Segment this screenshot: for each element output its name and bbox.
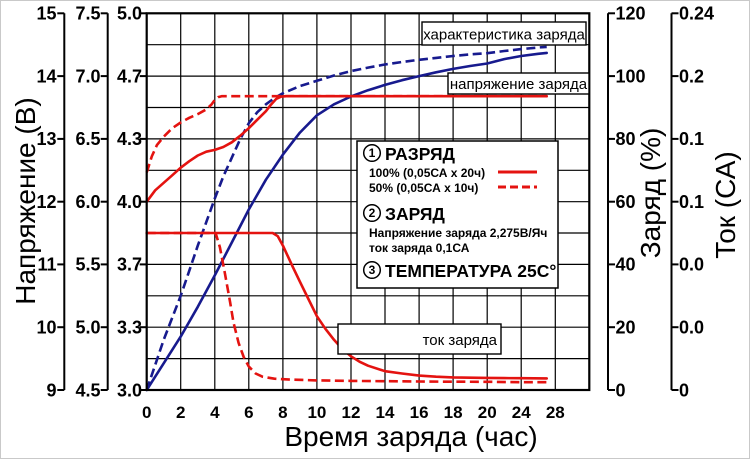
tick-label: 0.24 <box>679 4 714 24</box>
x-tick-label: 18 <box>444 403 463 422</box>
y-axis-left-1: 15 14 13 12 11 10 9 <box>36 4 66 400</box>
tick-label: 40 <box>616 255 636 275</box>
tick-label: 5.0 <box>75 318 100 338</box>
series-voltage-50 <box>145 94 547 173</box>
x-tick-label: 0 <box>142 403 151 422</box>
y-axis-right-2: 0.24 0.2 0.1 0.1 0.0 0.0 0 <box>670 4 714 400</box>
tick-label: 0.0 <box>679 255 704 275</box>
x-axis-tick-labels: 0 2 4 6 8 10 12 14 16 18 20 24 28 <box>142 403 565 422</box>
tick-label: 10 <box>36 318 56 338</box>
x-axis-title: Время заряда (час) <box>284 421 537 452</box>
series-voltage-100 <box>145 94 549 203</box>
circled-number-text-2: 2 <box>369 206 376 220</box>
tick-label: 6.0 <box>75 192 100 212</box>
x-tick-label: 14 <box>376 403 395 422</box>
circled-number-icon-1 <box>362 143 382 163</box>
tick-label: 9 <box>46 380 56 400</box>
circled-number-icon-3 <box>362 260 382 280</box>
x-tick-label: 20 <box>478 403 497 422</box>
legend-line-charge-current: ток заряда 0,1СА <box>369 241 470 255</box>
x-tick-label: 2 <box>176 403 185 422</box>
legend-box <box>356 140 559 289</box>
tick-label: 5.0 <box>117 4 142 24</box>
y-axis-title-voltage: Напряжение (В) <box>10 97 41 304</box>
circled-number-text-3: 3 <box>369 263 376 277</box>
y-axis-title-current: Ток (СА) <box>710 151 741 258</box>
annotation-charge-curve-label: характеристика заряда <box>421 21 587 46</box>
tick-label: 4.5 <box>75 380 100 400</box>
annotation-box-charge-current-label <box>337 323 502 355</box>
y-axis-title-charge: Заряд (%) <box>635 128 666 259</box>
x-tick-label: 12 <box>342 403 361 422</box>
legend-title-temperature: ТЕМПЕРАТУРА 25С° <box>385 261 556 281</box>
tick-label: 0 <box>679 380 689 400</box>
legend-title-charge: ЗАРЯД <box>385 204 445 224</box>
circled-number-text-1: 1 <box>369 146 376 160</box>
tick-label: 0 <box>616 380 626 400</box>
tick-label: 3.0 <box>117 380 142 400</box>
legend-line-100: 100% (0,05СА x 20ч) <box>369 166 485 180</box>
x-tick-label: 28 <box>546 403 565 422</box>
legend-line-50: 50% (0,05СА x 10ч) <box>369 181 478 195</box>
tick-label: 12 <box>36 192 56 212</box>
legend-line-charge-voltage: Напряжение заряда 2,275В/Яч <box>369 226 547 240</box>
tick-label: 7.0 <box>75 66 100 86</box>
x-tick-label: 16 <box>410 403 429 422</box>
tick-label: 4.0 <box>117 192 142 212</box>
annotation-text-charge-voltage-label: напряжение заряда <box>450 76 588 93</box>
circled-number-icon-2 <box>362 203 382 223</box>
tick-label: 7.5 <box>75 4 100 24</box>
annotation-text-charge-current-label: ток заряда <box>423 332 498 349</box>
tick-label: 4.7 <box>117 66 142 86</box>
tick-label: 4.3 <box>117 129 142 149</box>
tick-label: 15 <box>36 4 56 24</box>
tick-label: 13 <box>36 129 56 149</box>
tick-label: 100 <box>616 66 646 86</box>
tick-label: 3.3 <box>117 318 142 338</box>
annotation-box-charge-voltage-label <box>447 72 590 95</box>
x-tick-label: 24 <box>512 403 531 422</box>
tick-label: 20 <box>616 318 636 338</box>
annotation-box-charge-curve-label <box>421 21 587 46</box>
annotation-text-charge-curve-label: характеристика заряда <box>423 27 585 44</box>
series-charge-50 <box>145 45 547 391</box>
tick-label: 120 <box>616 4 646 24</box>
tick-label: 80 <box>616 129 636 149</box>
legend-title-discharge: РАЗРЯД <box>385 144 456 164</box>
tick-label: 11 <box>37 255 56 275</box>
annotation-charge-current-label: ток заряда <box>337 323 502 355</box>
y-axis-left-2: 7.5 7.0 6.5 6.0 5.5 5.0 4.5 <box>75 4 109 400</box>
y-axis-left-3: 5.0 4.7 4.3 4.0 3.7 3.3 3.0 <box>117 4 147 400</box>
tick-label: 0.1 <box>679 192 704 212</box>
x-tick-label: 8 <box>278 403 287 422</box>
tick-label: 60 <box>616 192 636 212</box>
tick-label: 6.5 <box>75 129 100 149</box>
tick-label: 0.0 <box>679 318 704 338</box>
x-tick-label: 6 <box>244 403 253 422</box>
x-tick-label: 4 <box>210 403 220 422</box>
x-tick-label: 10 <box>307 403 326 422</box>
tick-label: 0.2 <box>679 66 704 86</box>
y-axis-right-1: 120 100 80 60 40 20 0 <box>607 4 646 400</box>
tick-label: 3.7 <box>117 255 142 275</box>
legend: 1 РАЗРЯД 100% (0,05СА x 20ч)50% (0,05СА x … <box>356 140 559 289</box>
tick-label: 5.5 <box>75 255 100 275</box>
series-current-50 <box>146 231 547 384</box>
tick-label: 0.1 <box>679 129 704 149</box>
annotation-charge-voltage-label: напряжение заряда <box>447 72 590 95</box>
tick-label: 14 <box>36 66 56 86</box>
